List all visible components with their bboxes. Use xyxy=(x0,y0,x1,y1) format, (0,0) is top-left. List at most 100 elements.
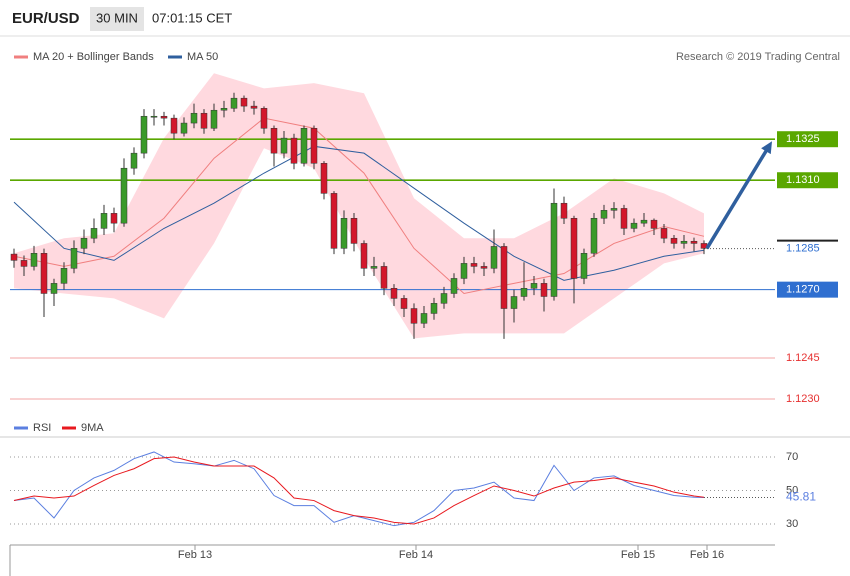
x-tick-label: Feb 15 xyxy=(621,549,655,561)
candle-body xyxy=(500,246,508,309)
candle-body xyxy=(470,263,478,267)
candle-body xyxy=(30,253,38,267)
candle-body xyxy=(170,117,178,134)
candle-body xyxy=(50,283,58,294)
candle-body xyxy=(650,219,658,229)
candle-body xyxy=(660,228,668,239)
y-tick-label: 70 xyxy=(786,451,798,463)
level-box xyxy=(777,131,838,148)
candle-body xyxy=(70,248,78,269)
candle-body xyxy=(220,108,228,111)
legend-label: MA 50 xyxy=(187,51,218,63)
candle-body xyxy=(480,266,488,269)
level-label: 1.1270 xyxy=(786,284,820,296)
x-tick-label: Feb 16 xyxy=(690,549,724,561)
candle-body xyxy=(250,105,258,109)
x-tick-label: Feb 14 xyxy=(399,549,433,561)
forecast-arrowhead xyxy=(761,141,772,155)
candle-body xyxy=(540,283,548,297)
candle-body xyxy=(420,313,428,324)
candle-body xyxy=(460,263,468,279)
y-tick-label: 30 xyxy=(786,518,798,530)
candle-body xyxy=(10,253,18,261)
candle-body xyxy=(380,266,388,289)
candle-body xyxy=(230,97,238,109)
level-box xyxy=(777,350,838,367)
candle-body xyxy=(680,240,688,244)
candle-body xyxy=(520,288,528,297)
candle-body xyxy=(300,128,308,164)
level-box xyxy=(777,391,838,408)
timeframe: 30 MIN xyxy=(96,10,138,25)
candle-body xyxy=(60,268,68,284)
candle-body xyxy=(120,167,128,224)
timeframe-box xyxy=(90,7,144,31)
candle-body xyxy=(90,228,98,239)
candle-body xyxy=(590,218,598,254)
candle-body xyxy=(580,253,588,279)
candle-body xyxy=(560,202,568,219)
level-label: 1.1285 xyxy=(786,243,820,255)
candle-body xyxy=(130,152,138,169)
time: 07:01:15 CET xyxy=(152,10,232,25)
candle-body xyxy=(310,128,318,164)
legend-label: MA 20 + Bollinger Bands xyxy=(33,51,154,63)
candle-body xyxy=(210,109,218,129)
candle-body xyxy=(40,253,48,294)
candle-body xyxy=(450,278,458,294)
level-box xyxy=(777,172,838,189)
candle-body xyxy=(610,208,618,211)
candle-body xyxy=(160,115,168,119)
y-tick-label: 50 xyxy=(786,484,798,496)
legend-label: 9MA xyxy=(81,422,104,434)
candle-body xyxy=(150,115,158,118)
candle-body xyxy=(670,237,678,244)
moving-average xyxy=(13,145,705,281)
candle-body xyxy=(240,97,248,107)
candle-body xyxy=(690,240,698,244)
level-label: 1.1230 xyxy=(786,393,820,405)
candle-body xyxy=(20,260,28,267)
candle-body xyxy=(290,137,298,164)
level-label: 1.1245 xyxy=(786,352,820,364)
candle-body xyxy=(570,218,578,279)
candle-body xyxy=(410,308,418,324)
candle-body xyxy=(620,208,628,229)
candle-body xyxy=(110,213,118,224)
candle-body xyxy=(630,222,638,229)
candle-body xyxy=(100,213,108,229)
candle-body xyxy=(440,293,448,304)
candle-body xyxy=(510,296,518,309)
credit: Research © 2019 Trading Central xyxy=(676,51,840,63)
candle-body xyxy=(490,246,498,269)
candle-body xyxy=(200,112,208,129)
candle-body xyxy=(370,266,378,269)
candle-body xyxy=(600,210,608,219)
level-label: 1.1325 xyxy=(786,133,820,145)
candle-body xyxy=(180,122,188,134)
moving-average xyxy=(13,117,705,295)
candle-body xyxy=(530,283,538,289)
forecast-arrow xyxy=(705,147,770,250)
candle-body xyxy=(640,219,648,224)
level-label: 1.1310 xyxy=(786,174,820,186)
candle-body xyxy=(550,202,558,297)
level-box xyxy=(777,240,838,257)
candle-body xyxy=(190,112,198,124)
candle-body xyxy=(320,163,328,194)
legend-label: RSI xyxy=(33,422,51,434)
candle-body xyxy=(270,128,278,154)
candle-body xyxy=(400,298,408,309)
candle-body xyxy=(390,288,398,299)
candle-body xyxy=(350,218,358,244)
candle-body xyxy=(260,108,268,129)
last-value-label: 45.81 xyxy=(786,490,816,504)
indicator-line xyxy=(13,456,705,525)
level-box xyxy=(777,281,838,298)
candle-body xyxy=(140,115,148,154)
candle-body xyxy=(330,193,338,249)
candle-body xyxy=(360,243,368,269)
candle-body xyxy=(80,237,88,249)
symbol: EUR/USD xyxy=(12,10,80,27)
